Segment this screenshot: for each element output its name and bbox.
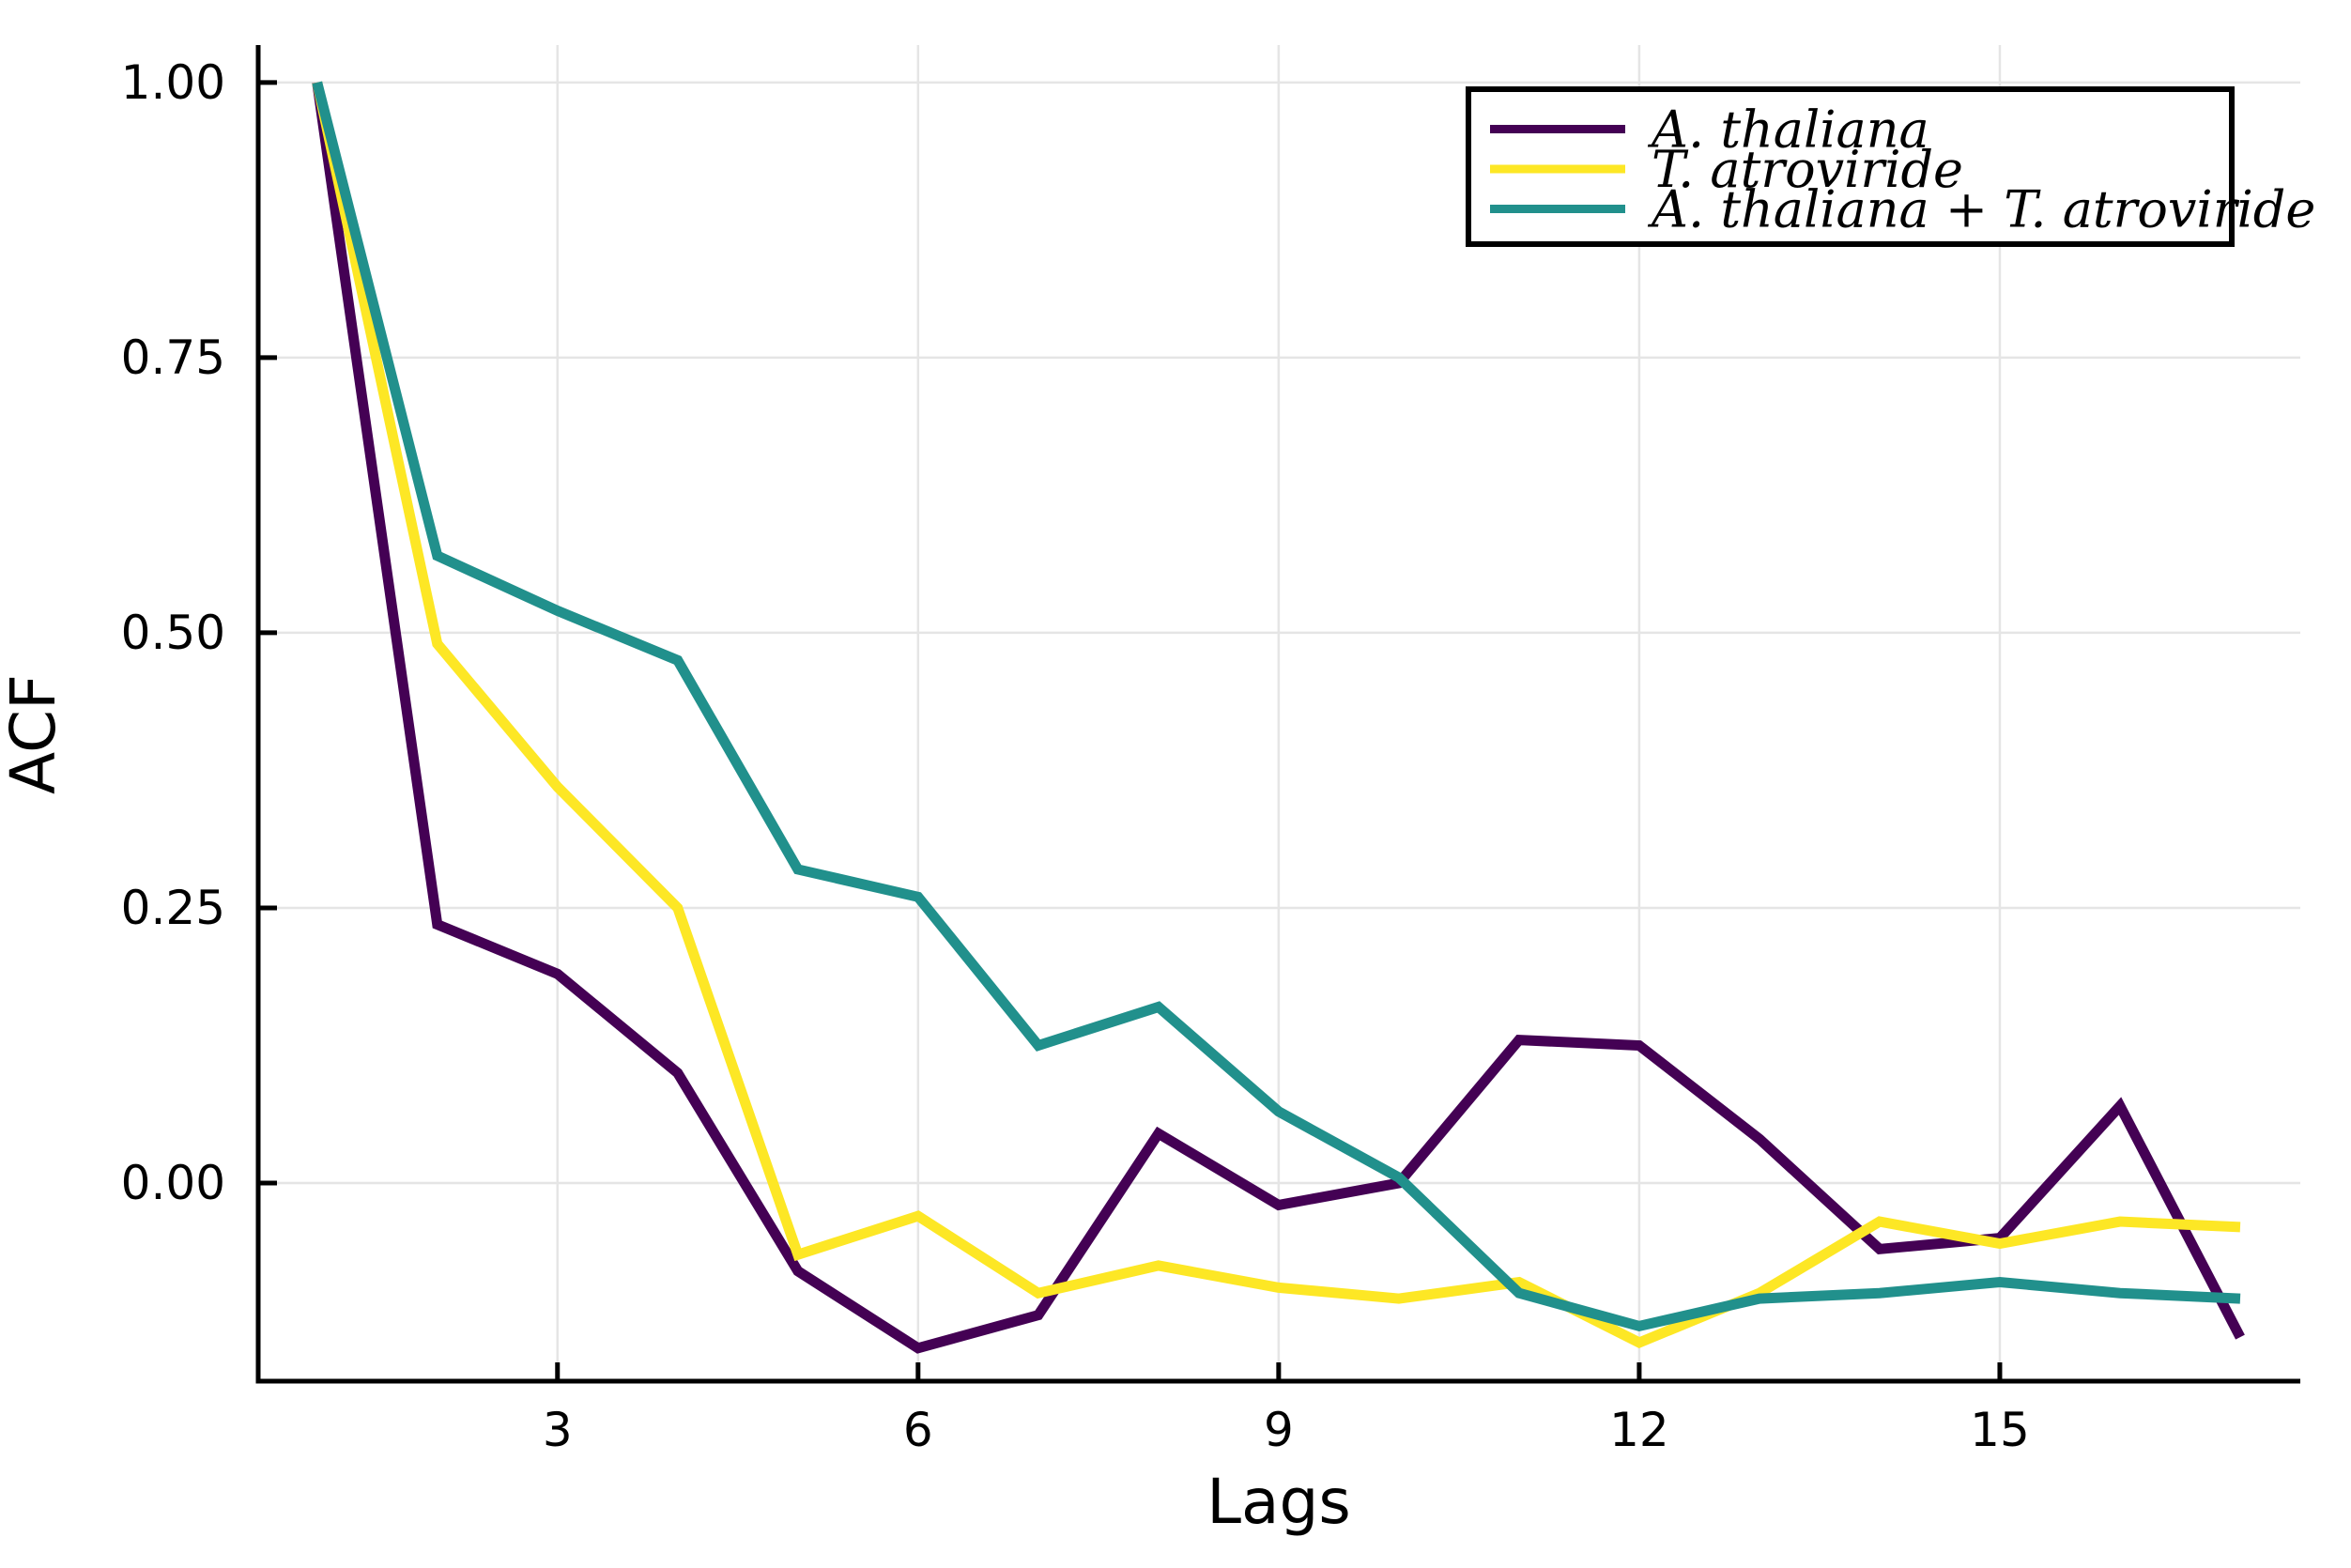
series-line bbox=[312, 82, 2245, 1354]
series-line bbox=[312, 81, 2241, 1332]
y-tick-label: 0.25 bbox=[121, 881, 225, 935]
legend-entry-label: A. thaliana bbox=[1647, 100, 1929, 160]
x-tick-label: 3 bbox=[543, 1403, 573, 1457]
axes bbox=[255, 45, 2300, 1384]
series-lines bbox=[312, 81, 2245, 1354]
y-tick-label: 0.50 bbox=[121, 606, 225, 660]
x-axis-label: Lags bbox=[1206, 1466, 1351, 1538]
y-tick-label: 0.00 bbox=[121, 1156, 225, 1210]
x-tick-label: 6 bbox=[903, 1403, 933, 1457]
tick-labels: 0.00 0.25 0.50 0.75 1.00 3 6 9 12 15 bbox=[121, 55, 2030, 1457]
y-tick-label: 1.00 bbox=[121, 55, 225, 110]
gridlines bbox=[258, 45, 2300, 1381]
x-tick-label: 9 bbox=[1264, 1403, 1294, 1457]
x-tick-label: 15 bbox=[1970, 1403, 2030, 1457]
y-tick-label: 0.75 bbox=[121, 331, 225, 385]
legend-entry-label: T. atroviride bbox=[1652, 140, 1963, 199]
series-line bbox=[312, 81, 2241, 1349]
x-tick-label: 12 bbox=[1609, 1403, 1669, 1457]
legend-entry-label: A. thaliana + T. atroviride bbox=[1647, 180, 2315, 239]
y-axis-label: ACF bbox=[0, 674, 69, 794]
